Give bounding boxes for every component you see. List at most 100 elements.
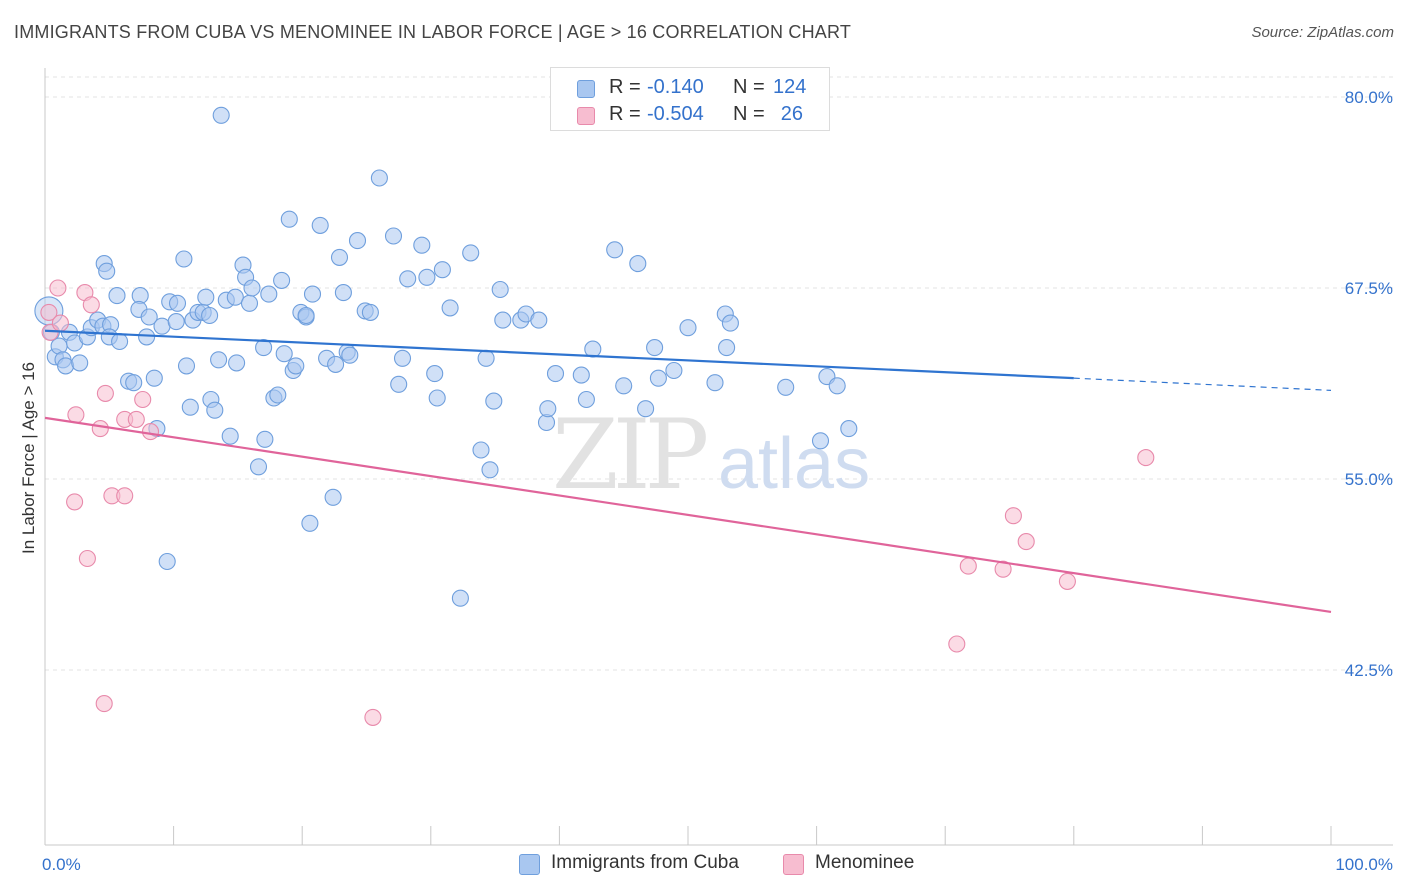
legend-label-menominee: Menominee — [815, 852, 915, 873]
point-menominee — [134, 390, 152, 409]
point-cuba — [546, 365, 565, 383]
point-cuba — [158, 552, 176, 571]
point-cuba — [327, 355, 345, 373]
point-menominee — [1004, 507, 1022, 525]
legend-r-label: R = — [609, 103, 641, 125]
point-cuba — [348, 232, 367, 250]
point-cuba — [301, 514, 319, 532]
point-cuba — [665, 361, 683, 380]
x-tick-label: 0.0% — [42, 855, 81, 874]
legend-n-label: N = — [733, 103, 765, 125]
point-cuba — [256, 430, 274, 448]
point-cuba — [201, 306, 219, 325]
point-cuba — [629, 255, 647, 273]
point-cuba — [472, 441, 490, 459]
y-tick-label: 42.5% — [1345, 661, 1393, 680]
data-points — [34, 106, 1155, 726]
point-cuba — [679, 319, 697, 337]
point-cuba — [413, 236, 431, 254]
point-cuba — [240, 294, 259, 312]
point-cuba — [462, 244, 480, 262]
point-cuba — [577, 390, 595, 409]
y-tick-label: 80.0% — [1345, 88, 1393, 107]
point-cuba — [637, 400, 655, 418]
point-cuba — [706, 374, 724, 392]
point-cuba — [57, 357, 75, 375]
point-cuba — [181, 398, 199, 416]
point-cuba — [167, 313, 185, 331]
point-menominee — [91, 420, 109, 438]
legend-swatch-menominee — [783, 854, 804, 875]
point-cuba — [228, 354, 246, 372]
point-cuba — [390, 375, 408, 393]
point-menominee — [95, 695, 113, 713]
point-menominee — [959, 557, 977, 575]
point-cuba — [273, 271, 291, 289]
point-menominee — [40, 303, 58, 321]
point-cuba — [530, 311, 548, 329]
source-attribution: Source: ZipAtlas.com — [1251, 24, 1394, 41]
point-cuba — [433, 261, 451, 279]
watermark-atlas: atlas — [718, 424, 870, 504]
point-menominee — [78, 549, 96, 568]
point-menominee — [127, 410, 145, 428]
point-cuba — [197, 288, 215, 306]
point-cuba — [140, 308, 158, 326]
tick-labels: 42.5% 55.0% 67.5% 80.0% 0.0% 100.0% — [42, 88, 1393, 874]
chart-title: IMMIGRANTS FROM CUBA VS MENOMINEE IN LAB… — [14, 22, 852, 42]
point-cuba — [441, 299, 459, 317]
point-cuba — [175, 250, 193, 268]
point-menominee — [364, 708, 382, 726]
point-cuba — [206, 401, 224, 419]
correlation-legend: R = -0.140 N = 124 R = -0.504 N = 26 — [550, 67, 830, 131]
point-menominee — [82, 296, 100, 314]
y-tick-label: 55.0% — [1345, 470, 1393, 489]
point-cuba — [615, 377, 633, 395]
trend-line-menominee — [44, 416, 1332, 614]
point-cuba — [811, 432, 830, 450]
point-cuba — [384, 227, 403, 245]
legend-r-value: -0.504 — [647, 103, 704, 125]
point-cuba — [477, 349, 495, 367]
legend-swatch-cuba — [577, 80, 595, 98]
point-cuba — [260, 285, 278, 303]
point-menominee — [96, 384, 114, 402]
point-menominee — [67, 406, 85, 424]
legend-n-value: 26 — [780, 103, 803, 125]
point-cuba — [280, 210, 298, 228]
series-legend: Immigrants from Cuba Menominee — [0, 851, 1406, 877]
point-cuba — [210, 351, 228, 369]
point-menominee — [49, 279, 67, 297]
point-menominee — [994, 560, 1012, 578]
point-cuba — [303, 285, 322, 303]
point-cuba — [606, 241, 624, 259]
legend-swatch-cuba — [519, 854, 540, 875]
point-menominee — [948, 635, 966, 653]
point-menominee — [51, 314, 69, 332]
point-cuba — [539, 400, 557, 418]
y-axis-label: In Labor Force | Age > 16 — [19, 361, 38, 555]
point-cuba — [426, 365, 444, 383]
legend-label-cuba: Immigrants from Cuba — [551, 852, 739, 873]
point-cuba — [311, 216, 329, 234]
point-cuba — [393, 349, 412, 367]
point-cuba — [451, 589, 469, 607]
trend-line-cuba — [44, 329, 1074, 380]
point-cuba — [494, 311, 512, 329]
legend-n-label: N = — [733, 76, 765, 98]
point-cuba — [243, 279, 261, 297]
point-cuba — [324, 488, 342, 506]
point-cuba — [361, 303, 379, 321]
point-menominee — [1017, 533, 1035, 551]
point-cuba — [491, 280, 509, 299]
watermark: ZIP atlas — [552, 399, 870, 511]
point-cuba — [572, 366, 590, 384]
point-cuba — [138, 328, 156, 346]
point-cuba — [111, 332, 129, 351]
point-menominee — [116, 487, 134, 505]
point-cuba — [721, 314, 739, 332]
point-cuba — [840, 420, 858, 438]
point-cuba — [269, 386, 287, 404]
point-cuba — [168, 294, 187, 312]
